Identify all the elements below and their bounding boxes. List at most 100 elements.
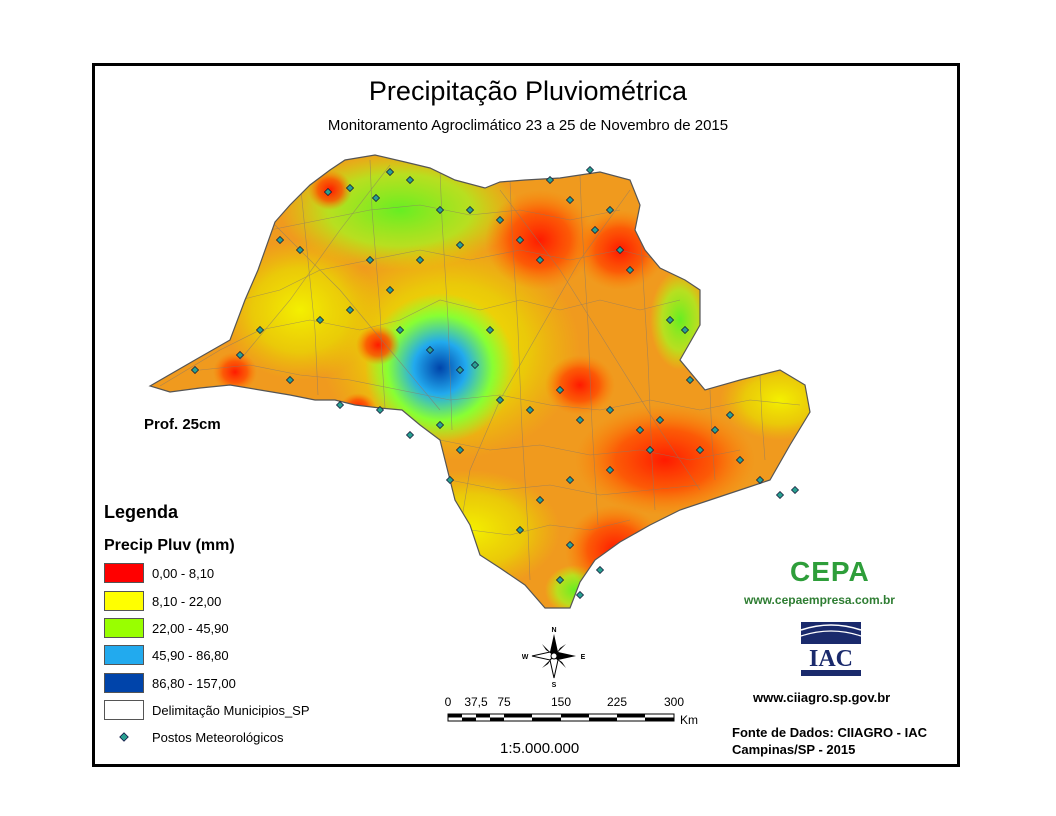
station-marker (535, 495, 545, 505)
station-marker (345, 183, 355, 193)
station-marker (415, 255, 425, 265)
station-symbol (104, 727, 144, 747)
station-marker (435, 420, 445, 430)
legend-class-label: 86,80 - 157,00 (152, 675, 236, 691)
station-marker (405, 175, 415, 185)
north-arrow-icon: N S W E (522, 627, 586, 688)
station-marker (635, 425, 645, 435)
station-marker (725, 410, 735, 420)
station-marker (275, 235, 285, 245)
station-marker (235, 350, 245, 360)
legend-class-label: 45,90 - 86,80 (152, 647, 229, 663)
station-marker (605, 405, 615, 415)
station-marker (495, 395, 505, 405)
station-marker (371, 193, 381, 203)
state-outline (148, 154, 811, 609)
station-marker (680, 325, 690, 335)
station-marker (710, 425, 720, 435)
station-marker (515, 235, 525, 245)
legend-stations: Postos Meteorológicos (104, 727, 284, 747)
precipitation-map (148, 154, 811, 609)
station-marker (455, 445, 465, 455)
station-marker (495, 215, 505, 225)
legend-class: 8,10 - 22,00 (104, 591, 221, 611)
legend-subtitle: Precip Pluv (mm) (104, 537, 235, 554)
station-marker (323, 187, 333, 197)
scale-unit: Km (680, 713, 698, 727)
data-source-line1: Fonte de Dados: CIIAGRO - IAC (732, 725, 927, 740)
station-marker (755, 475, 765, 485)
station-marker (790, 485, 800, 495)
station-marker (555, 385, 565, 395)
scale-tick-label: 225 (607, 695, 627, 709)
legend-class: 0,00 - 8,10 (104, 563, 214, 583)
depth-label: Prof. 25cm (144, 416, 221, 433)
station-marker (365, 255, 375, 265)
station-marker (385, 167, 395, 177)
map-subtitle: Monitoramento Agroclimático 23 a 25 de N… (327, 117, 729, 134)
station-marker (535, 255, 545, 265)
scale-tick-label: 150 (551, 695, 571, 709)
station-marker (555, 575, 565, 585)
iac-logo-icon: IAC (800, 622, 862, 676)
station-marker (395, 325, 405, 335)
station-marker (645, 445, 655, 455)
legend-class-label: 0,00 - 8,10 (152, 565, 215, 581)
data-source-line2: Campinas/SP - 2015 (732, 742, 856, 757)
north-s: S (552, 682, 557, 688)
iac-logo-text: IAC (809, 646, 853, 672)
legend-class-swatch (104, 645, 144, 665)
station-marker (565, 195, 575, 205)
data-source: Fonte de Dados: CIIAGRO - IAC Campinas/S… (732, 724, 927, 758)
ciiagro-url: www.ciiagro.sp.gov.br (753, 690, 891, 705)
legend-class-swatch (104, 618, 144, 638)
scale-tick-label: 37,5 (464, 695, 488, 709)
station-marker (455, 240, 465, 250)
station-marker (525, 405, 535, 415)
scale-ticks: 0 37,5 75 150 225 300 (445, 695, 685, 709)
station-marker (405, 430, 415, 440)
station-marker (470, 360, 480, 370)
station-marker (255, 325, 265, 335)
station-marker (665, 315, 675, 325)
station-marker (775, 490, 785, 500)
scale-bar: 0 37,5 75 150 225 300 Km (445, 695, 698, 727)
map-title: Precipitação Pluviométrica (368, 76, 688, 106)
scale-ratio: 1:5.000.000 (500, 740, 580, 757)
station-marker (655, 415, 665, 425)
station-marker (455, 365, 465, 375)
station-marker (695, 445, 705, 455)
station-marker (375, 405, 385, 415)
station-marker (595, 565, 605, 575)
station-marker (545, 175, 555, 185)
legend-class: 86,80 - 157,00 (104, 673, 236, 693)
station-marker (285, 375, 295, 385)
station-marker (575, 590, 585, 600)
legend-class-swatch (104, 591, 144, 611)
station-marker (385, 285, 395, 295)
station-marker (615, 245, 625, 255)
legend-municipalities-label: Delimitação Municipios_SP (152, 702, 310, 718)
station-marker (425, 345, 435, 355)
legend-municipalities: Delimitação Municipios_SP (104, 700, 310, 720)
station-marker (590, 225, 600, 235)
station-marker (565, 475, 575, 485)
station-marker (625, 265, 635, 275)
north-w: W (522, 654, 529, 661)
legend-class-label: 8,10 - 22,00 (152, 593, 222, 609)
station-marker (445, 475, 455, 485)
weather-stations (190, 165, 800, 600)
legend-stations-label: Postos Meteorológicos (152, 729, 284, 745)
station-marker (605, 205, 615, 215)
station-marker (190, 365, 200, 375)
station-marker (565, 540, 575, 550)
legend-class-swatch (104, 563, 144, 583)
station-marker (485, 325, 495, 335)
station-marker (295, 245, 305, 255)
station-marker (735, 455, 745, 465)
scale-tick-label: 75 (497, 695, 511, 709)
north-e: E (581, 654, 586, 661)
station-marker (315, 315, 325, 325)
station-marker (515, 525, 525, 535)
station-marker (435, 205, 445, 215)
